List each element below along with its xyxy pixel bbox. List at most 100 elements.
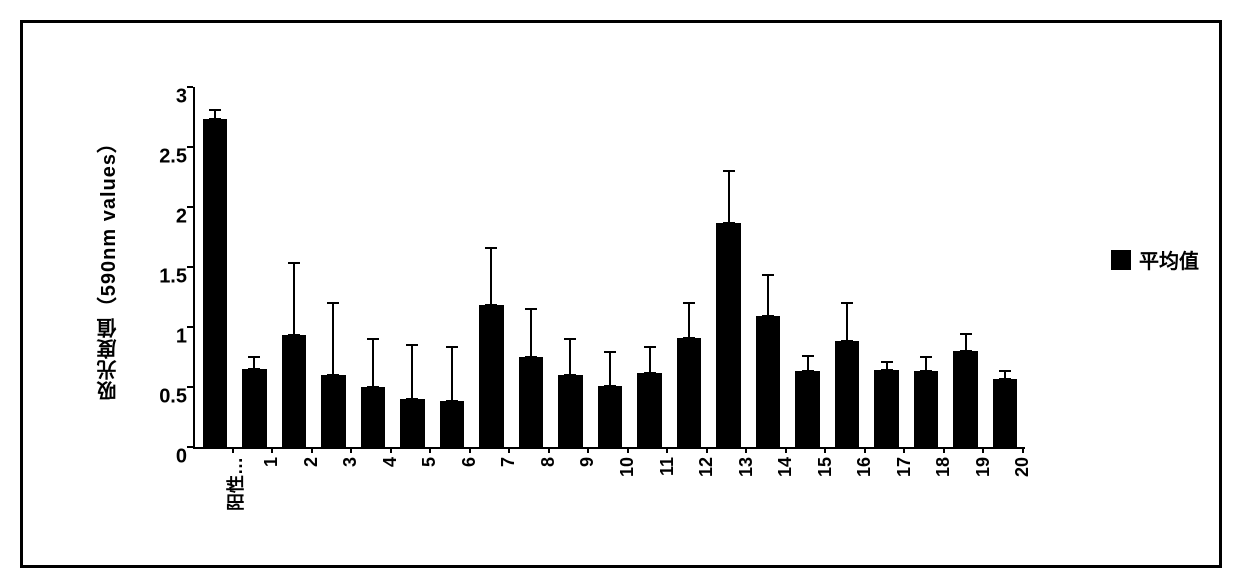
error-cap bbox=[999, 370, 1011, 372]
bar bbox=[874, 370, 899, 447]
error-cap bbox=[288, 262, 300, 264]
y-tick-mark bbox=[187, 386, 193, 388]
error-bar bbox=[490, 248, 492, 306]
x-tick-label: 14 bbox=[775, 457, 796, 477]
bar bbox=[242, 369, 267, 447]
bar bbox=[716, 223, 741, 447]
bar bbox=[795, 371, 820, 447]
x-tick-mark bbox=[706, 447, 708, 453]
y-tick-mark bbox=[187, 146, 193, 148]
error-cap-lower bbox=[999, 378, 1011, 380]
error-bar bbox=[609, 352, 611, 386]
error-bar bbox=[925, 357, 927, 371]
bar bbox=[558, 375, 583, 447]
error-bar bbox=[293, 263, 295, 335]
error-cap-lower bbox=[367, 386, 379, 388]
y-tick-label: 2 bbox=[139, 206, 187, 229]
x-tick-label: 12 bbox=[696, 457, 717, 477]
y-axis-label-text: 吸光度值（590nm values） bbox=[94, 132, 123, 401]
x-tick-label: 9 bbox=[577, 457, 598, 467]
error-cap-lower bbox=[960, 350, 972, 352]
x-tick-label: 5 bbox=[419, 457, 440, 467]
x-tick-label: 15 bbox=[815, 457, 836, 477]
error-cap-lower bbox=[327, 374, 339, 376]
y-tick-label: 3 bbox=[139, 86, 187, 109]
x-tick-mark bbox=[943, 447, 945, 453]
legend: 平均值 bbox=[1111, 245, 1199, 274]
error-cap-lower bbox=[525, 356, 537, 358]
error-bar bbox=[332, 303, 334, 375]
error-cap-lower bbox=[288, 334, 300, 336]
x-tick-mark bbox=[548, 447, 550, 453]
x-tick-mark bbox=[864, 447, 866, 453]
error-bar bbox=[451, 347, 453, 401]
y-tick-mark bbox=[187, 266, 193, 268]
error-cap bbox=[525, 308, 537, 310]
x-tick-label: 8 bbox=[538, 457, 559, 467]
x-tick-mark bbox=[469, 447, 471, 453]
bar bbox=[479, 305, 504, 447]
error-cap-lower bbox=[881, 369, 893, 371]
error-cap-lower bbox=[446, 400, 458, 402]
y-tick-mark bbox=[187, 446, 193, 448]
bar bbox=[282, 335, 307, 447]
error-bar bbox=[846, 303, 848, 341]
x-tick-mark bbox=[311, 447, 313, 453]
x-tick-label: 6 bbox=[459, 457, 480, 467]
bar bbox=[993, 379, 1018, 447]
bar bbox=[400, 399, 425, 447]
y-axis-label: 吸光度值（590nm values） bbox=[93, 77, 123, 457]
error-cap bbox=[723, 170, 735, 172]
chart-container: 吸光度值（590nm values） 00.511.522.53 阳性…1234… bbox=[83, 77, 1163, 537]
error-cap bbox=[762, 274, 774, 276]
x-tick-label: 19 bbox=[973, 457, 994, 477]
bar bbox=[598, 386, 623, 447]
x-tick-mark bbox=[350, 447, 352, 453]
error-cap bbox=[644, 346, 656, 348]
x-tick-mark bbox=[824, 447, 826, 453]
bar bbox=[953, 351, 978, 447]
error-bar bbox=[372, 339, 374, 387]
error-cap-lower bbox=[723, 222, 735, 224]
bar bbox=[914, 371, 939, 447]
chart-frame: 吸光度值（590nm values） 00.511.522.53 阳性…1234… bbox=[20, 20, 1222, 568]
y-tick-mark bbox=[187, 86, 193, 88]
x-tick-mark bbox=[390, 447, 392, 453]
error-bar bbox=[649, 347, 651, 372]
x-tick-mark bbox=[785, 447, 787, 453]
error-bar bbox=[530, 309, 532, 357]
bar bbox=[756, 316, 781, 447]
error-bar bbox=[411, 345, 413, 399]
legend-label: 平均值 bbox=[1139, 245, 1199, 274]
x-tick-label: 17 bbox=[894, 457, 915, 477]
bars-group bbox=[195, 87, 1025, 447]
error-cap-lower bbox=[683, 337, 695, 339]
error-cap-lower bbox=[485, 304, 497, 306]
x-tick-mark bbox=[429, 447, 431, 453]
bar bbox=[677, 338, 702, 447]
error-cap-lower bbox=[762, 315, 774, 317]
y-tick-label: 2.5 bbox=[139, 146, 187, 169]
error-cap-lower bbox=[841, 340, 853, 342]
error-cap-lower bbox=[564, 374, 576, 376]
x-tick-mark bbox=[1022, 447, 1024, 453]
error-cap bbox=[327, 302, 339, 304]
error-cap bbox=[248, 356, 260, 358]
error-cap-lower bbox=[644, 372, 656, 374]
error-cap bbox=[683, 302, 695, 304]
bar bbox=[519, 357, 544, 447]
x-tick-mark bbox=[508, 447, 510, 453]
x-tick-mark bbox=[903, 447, 905, 453]
error-cap bbox=[367, 338, 379, 340]
bar bbox=[637, 373, 662, 447]
x-tick-label: 11 bbox=[657, 457, 678, 476]
error-cap bbox=[920, 356, 932, 358]
bar bbox=[440, 401, 465, 447]
y-tick-mark bbox=[187, 326, 193, 328]
error-bar bbox=[767, 275, 769, 316]
error-cap-lower bbox=[920, 370, 932, 372]
x-tick-label: 4 bbox=[380, 457, 401, 467]
error-cap bbox=[881, 361, 893, 363]
error-cap bbox=[841, 302, 853, 304]
error-cap-lower bbox=[802, 370, 814, 372]
